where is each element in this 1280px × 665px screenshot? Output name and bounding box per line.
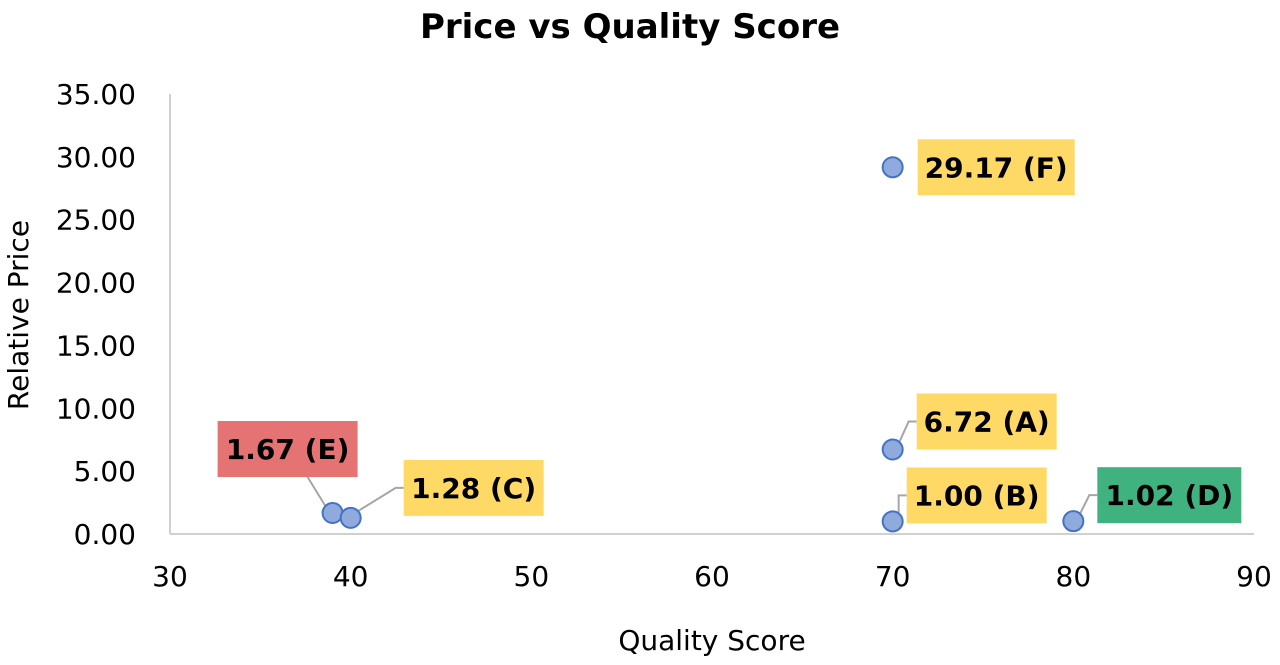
- x-tick-label: 80: [1056, 560, 1092, 593]
- y-tick-label: 25.00: [56, 204, 136, 237]
- leader-line: [1078, 494, 1098, 516]
- data-point: [881, 438, 904, 461]
- x-tick-label: 90: [1236, 560, 1272, 593]
- data-point: [321, 502, 344, 525]
- data-label: 1.00 (B): [914, 479, 1040, 512]
- leader-lines: [306, 420, 1098, 516]
- leader-line: [897, 420, 917, 444]
- data-points: [321, 156, 1085, 533]
- leader-line: [897, 494, 907, 516]
- y-tick-label: 5.00: [74, 455, 136, 488]
- x-tick-label: 70: [875, 560, 911, 593]
- x-axis-title: Quality Score: [618, 624, 805, 657]
- x-tick-label: 60: [694, 560, 730, 593]
- leader-line: [306, 476, 328, 509]
- data-labels: 1.67 (E) 1.28 (C) 29.17 (F) 6.72 (A) 1.00 (B…: [217, 139, 1242, 524]
- y-axis-title: Relative Price: [2, 220, 35, 410]
- data-label-box: [916, 393, 1057, 450]
- data-point: [339, 506, 362, 529]
- data-label: 29.17 (F): [925, 151, 1068, 184]
- leader-line: [356, 486, 404, 513]
- data-label: 1.67 (E): [226, 433, 350, 466]
- y-tick-label: 10.00: [56, 392, 136, 425]
- x-tick-label: 50: [514, 560, 550, 593]
- data-point: [1062, 510, 1085, 533]
- x-tick-label: 30: [152, 560, 188, 593]
- y-tick-label: 0.00: [74, 518, 136, 551]
- x-tick-label: 40: [333, 560, 369, 593]
- data-label-box: [917, 139, 1075, 196]
- data-label-box: [217, 421, 358, 478]
- data-label-box: [403, 459, 544, 516]
- y-tick-label: 20.00: [56, 267, 136, 300]
- y-tick-label: 30.00: [56, 141, 136, 174]
- data-point: [881, 156, 904, 179]
- y-tick-label: 35.00: [56, 78, 136, 111]
- y-tick-label: 15.00: [56, 329, 136, 362]
- data-point: [881, 510, 904, 533]
- data-label: 1.28 (C): [411, 472, 536, 505]
- data-label-box: [906, 467, 1047, 524]
- data-label: 1.02 (D): [1105, 479, 1233, 512]
- chart-title: Price vs Quality Score: [420, 7, 840, 47]
- data-label-box: [1097, 467, 1242, 524]
- axes: 30 40 50 60 70 80 90 0.00 5.00 10.00 15.00 20.00 25.…: [56, 78, 1272, 593]
- data-label: 6.72 (A): [924, 406, 1050, 439]
